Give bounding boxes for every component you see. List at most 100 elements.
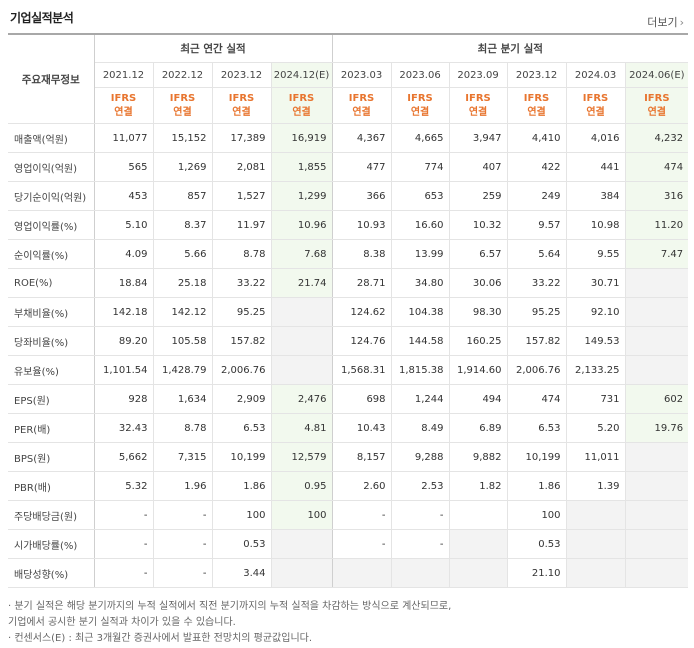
value-cell: 124.76 — [332, 326, 392, 356]
value-cell: 10.96 — [271, 210, 333, 240]
value-cell: 1,815.38 — [391, 355, 450, 385]
value-cell: 6.57 — [449, 239, 508, 269]
row-label: 당좌비율(%) — [8, 326, 95, 356]
value-cell: 157.82 — [212, 326, 272, 356]
value-cell: 34.80 — [391, 268, 450, 298]
period-header: 2024.03 — [566, 62, 626, 88]
value-cell: - — [94, 529, 154, 559]
value-cell: 0.95 — [271, 471, 333, 501]
value-cell: 7,315 — [153, 442, 213, 472]
value-cell — [625, 355, 689, 385]
consolidated-label: 연결 — [232, 106, 251, 118]
value-cell: - — [94, 558, 154, 588]
value-cell: 16.60 — [391, 210, 450, 240]
ifrs-label: IFRS — [582, 92, 609, 104]
value-cell: 1.96 — [153, 471, 213, 501]
value-cell: 8.78 — [153, 413, 213, 443]
value-cell: 1.82 — [449, 471, 508, 501]
value-cell — [625, 529, 689, 559]
table-row: 영업이익(억원) 565 1,269 2,081 1,855 477 774 407 422 44… — [8, 152, 689, 182]
value-cell: 5.10 — [94, 210, 154, 240]
consolidated-label: 연결 — [647, 106, 667, 118]
annual-header: 최근 연간 실적 — [94, 33, 333, 63]
row-label-header: 주요재무정보 — [8, 33, 95, 124]
ifrs-label: IFRS — [465, 92, 491, 104]
value-cell: 698 — [332, 384, 392, 414]
value-cell: 441 — [566, 152, 626, 182]
value-cell: 3.44 — [212, 558, 272, 588]
value-cell — [566, 558, 626, 588]
value-cell: 7.68 — [271, 239, 333, 269]
value-cell: 89.20 — [94, 326, 154, 356]
value-cell — [566, 529, 626, 559]
table-row: PER(배) 32.43 8.78 6.53 4.81 10.43 8.49 6.89 6.53… — [8, 413, 689, 443]
value-cell: 10,199 — [507, 442, 567, 472]
ifrs-consolidated-label: IFRS 연결 — [625, 87, 689, 124]
value-cell: 157.82 — [507, 326, 567, 356]
more-label: 더보기 — [647, 16, 678, 29]
value-cell: 33.22 — [212, 268, 272, 298]
value-cell: 7.47 — [625, 239, 689, 269]
value-cell: 92.10 — [566, 297, 626, 327]
value-cell: 602 — [625, 384, 689, 414]
value-cell: 21.74 — [271, 268, 333, 298]
value-cell: 474 — [507, 384, 567, 414]
ifrs-consolidated-label: IFRS 연결 — [332, 87, 392, 124]
table-row: 부채비율(%) 142.18 142.12 95.25 124.62 104.38 98.3… — [8, 297, 689, 327]
consolidated-label: 연결 — [352, 106, 371, 118]
period-header: 2023.06 — [391, 62, 450, 88]
value-cell: 1,568.31 — [332, 355, 392, 385]
table-row: BPS(원) 5,662 7,315 10,199 12,579 8,157 9,288 9,… — [8, 442, 689, 472]
consolidated-label: 연결 — [586, 106, 605, 118]
value-cell — [625, 326, 689, 356]
value-cell — [449, 500, 508, 530]
value-cell: 3,947 — [449, 123, 508, 153]
value-cell: 9.57 — [507, 210, 567, 240]
ifrs-consolidated-label: IFRS 연결 — [566, 87, 626, 124]
table-row: 유보율(%) 1,101.54 1,428.79 2,006.76 1,568.31 1,… — [8, 355, 689, 385]
ifrs-label: IFRS — [110, 92, 137, 104]
row-label: 주당배당금(원) — [8, 500, 95, 530]
value-cell: 653 — [391, 181, 450, 211]
ifrs-consolidated-label: IFRS 연결 — [94, 87, 154, 124]
ifrs-label: IFRS — [523, 92, 550, 104]
table-row: 영업이익률(%) 5.10 8.37 11.97 10.96 10.93 16.60 10.3… — [8, 210, 689, 240]
value-cell: 124.62 — [332, 297, 392, 327]
value-cell: 6.89 — [449, 413, 508, 443]
value-cell — [625, 442, 689, 472]
value-cell: 18.84 — [94, 268, 154, 298]
value-cell: 2,133.25 — [566, 355, 626, 385]
value-cell: 25.18 — [153, 268, 213, 298]
row-label: 부채비율(%) — [8, 297, 95, 327]
value-cell: 5.32 — [94, 471, 154, 501]
row-label: 영업이익률(%) — [8, 210, 95, 240]
value-cell: 4.81 — [271, 413, 333, 443]
more-link[interactable]: 더보기 › — [647, 14, 684, 30]
value-cell: - — [153, 500, 213, 530]
value-cell: 0.53 — [507, 529, 567, 559]
value-cell: 11.97 — [212, 210, 272, 240]
ifrs-label: IFRS — [169, 92, 196, 104]
value-cell: 8,157 — [332, 442, 392, 472]
value-cell: 316 — [625, 181, 689, 211]
row-label: 유보율(%) — [8, 355, 95, 385]
value-cell: 1.86 — [507, 471, 567, 501]
value-cell: 5,662 — [94, 442, 154, 472]
value-cell: 1,299 — [271, 181, 333, 211]
value-cell: 21.10 — [507, 558, 567, 588]
table-row: ROE(%) 18.84 25.18 33.22 21.74 28.71 34.80 30.0… — [8, 268, 689, 298]
ifrs-consolidated-label: IFRS 연결 — [449, 87, 508, 124]
value-cell: 142.18 — [94, 297, 154, 327]
ifrs-consolidated-label: IFRS 연결 — [271, 87, 333, 124]
ifrs-label: IFRS — [407, 92, 433, 104]
value-cell: 4,232 — [625, 123, 689, 153]
value-cell — [625, 500, 689, 530]
value-cell — [449, 529, 508, 559]
chevron-right-icon: › — [679, 16, 684, 29]
consolidated-label: 연결 — [173, 106, 192, 118]
value-cell: 384 — [566, 181, 626, 211]
value-cell: 17,389 — [212, 123, 272, 153]
value-cell: 8.49 — [391, 413, 450, 443]
value-cell — [271, 297, 333, 327]
value-cell: 98.30 — [449, 297, 508, 327]
